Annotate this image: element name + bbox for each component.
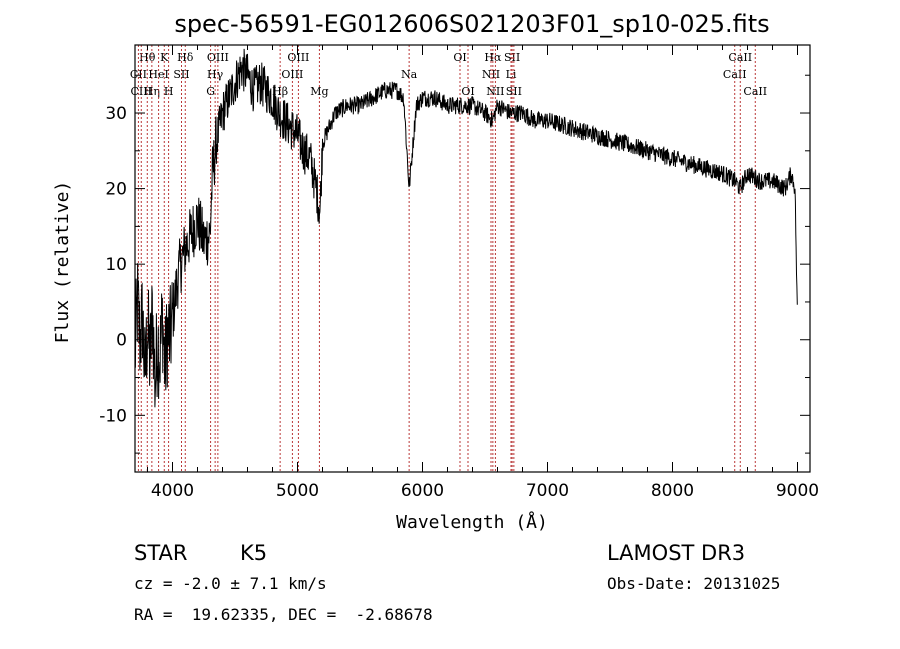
spectral-line-label: NII	[486, 85, 504, 98]
spectral-line-label: Hα	[484, 51, 502, 64]
spectral-line-label: OI	[461, 85, 474, 98]
spectral-line-label: CaII	[743, 85, 767, 98]
x-tick-label: 5000	[276, 481, 319, 501]
object-subclass: K5	[240, 541, 268, 565]
x-tick-label: 4000	[151, 481, 194, 501]
spectral-line-label: OIII	[207, 51, 229, 64]
spectral-line-label: Hδ	[177, 51, 194, 64]
y-tick-label: 20	[105, 180, 127, 200]
survey-name: LAMOST DR3	[607, 541, 746, 565]
spectral-line-label: K	[160, 51, 169, 64]
y-tick-label: 30	[105, 104, 127, 124]
y-tick-label: -10	[99, 406, 127, 426]
x-tick-label: 7000	[526, 481, 569, 501]
plot-frame	[134, 44, 811, 473]
spectral-line-label: OIII	[281, 68, 303, 81]
observation-date: Obs-Date: 20131025	[607, 574, 781, 593]
spectral-line-label: Hη	[144, 85, 160, 98]
y-tick-label: 10	[105, 255, 127, 275]
object-class: STAR	[134, 541, 188, 565]
spectral-line-label: Mg	[310, 85, 328, 98]
spectral-line-label: Hβ	[272, 85, 288, 98]
spectrum-line	[134, 48, 798, 408]
y-tick-label: 0	[116, 331, 127, 351]
spectral-line-label: G	[206, 85, 215, 98]
spectral-line-label: Li	[506, 68, 517, 81]
spectral-line-label: OI	[453, 51, 466, 64]
axis-ticks: 4000 5000 6000 7000 8000 9000 -10 0 10 20 30	[99, 45, 819, 501]
spectral-line-label: NII	[482, 68, 500, 81]
x-tick-label: 9000	[776, 481, 819, 501]
coordinates: RA = 19.62335, DEC = -2.68678	[134, 605, 433, 624]
x-tick-label: 8000	[651, 481, 694, 501]
spectral-line-label: HeI	[148, 68, 168, 81]
chart-title: spec-56591-EG012606S021203F01_sp10-025.f…	[174, 10, 769, 38]
redshift-value: cz = -2.0 ± 7.1 km/s	[134, 574, 327, 593]
spectral-line-label: OIII	[287, 51, 309, 64]
y-axis-label: Flux (relative)	[52, 181, 73, 344]
x-axis-label: Wavelength (Å)	[396, 511, 548, 533]
spectral-line-label: Na	[401, 68, 418, 81]
spectral-line-label: SII	[504, 51, 520, 64]
spectral-line-label: SII	[173, 68, 189, 81]
spectral-line-label: SII	[506, 85, 522, 98]
spectral-line-label: CIII	[131, 85, 152, 98]
spectrum-layer	[134, 48, 798, 408]
spectral-line-label: Hγ	[207, 68, 224, 81]
spectral-line-label: CaII	[723, 68, 747, 81]
spectral-line-label: H	[164, 85, 174, 98]
spectral-line-label: CaII	[728, 51, 752, 64]
spectral-line-label: CII	[130, 68, 147, 81]
x-tick-label: 6000	[401, 481, 444, 501]
